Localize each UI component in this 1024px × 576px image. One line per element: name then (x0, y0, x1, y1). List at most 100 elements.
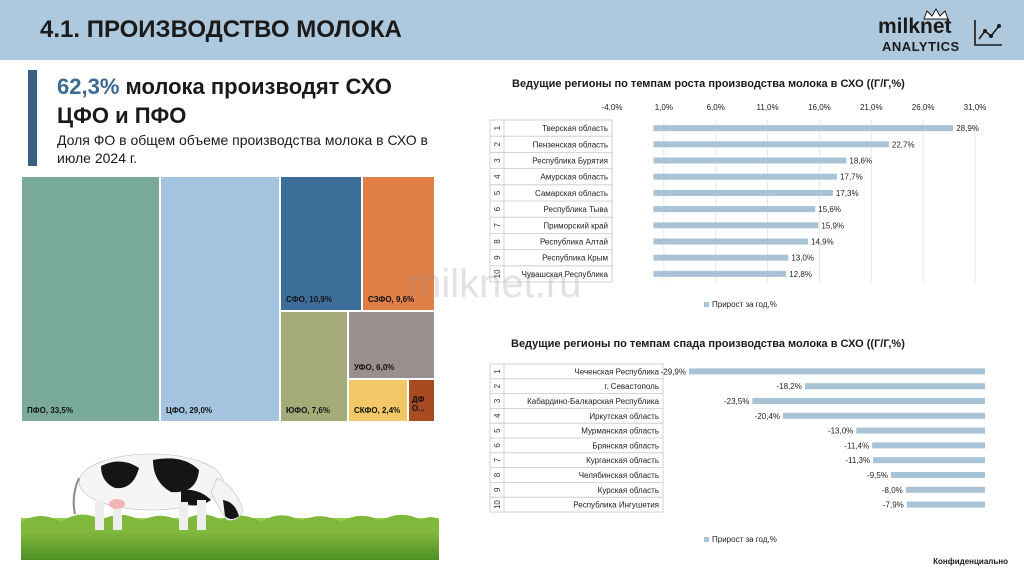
category-label: Курганская область (586, 456, 659, 465)
decline-bar-chart: 1 Чеченская Республика -29,9% 2 г. Севастопо… (489, 363, 985, 544)
treemap-label: ПФО, 33,5% (27, 406, 73, 415)
rank-label: 7 (493, 457, 502, 462)
bar (752, 398, 985, 404)
data-label: -18,2% (776, 382, 801, 391)
category-label: Республика Тыва (544, 205, 609, 214)
treemap-chart: ПФО, 33,5% ЦФО, 29,0% СФО, 10,9% СЗФО, 9… (21, 176, 435, 422)
x-tick-label: 26,0% (912, 103, 935, 112)
bar (653, 222, 819, 229)
data-label: -11,4% (844, 441, 869, 450)
x-tick-label: 31,0% (964, 103, 987, 112)
bar (653, 238, 809, 245)
bar (890, 472, 985, 478)
bar (653, 254, 789, 261)
chart-line-icon (974, 20, 1002, 46)
category-label: Мурманская область (581, 427, 659, 436)
treemap-cell-skfo: СКФО, 2,4% (348, 379, 408, 422)
logo-sub: ANALYTICS (882, 39, 960, 54)
data-label: -13,0% (828, 427, 853, 436)
category-label: Курская область (598, 486, 659, 495)
data-label: 14,9% (811, 238, 834, 247)
crown-icon (923, 8, 949, 20)
category-label: Приморский край (543, 221, 608, 230)
data-label: 17,3% (836, 189, 859, 198)
rank-label: 10 (493, 500, 502, 509)
rank-label: 5 (493, 428, 502, 433)
bar (653, 173, 838, 180)
bar (872, 442, 985, 449)
treemap-cell-szfo: СЗФО, 9,6% (362, 176, 435, 311)
page-title: 4.1. ПРОИЗВОДСТВО МОЛОКА (40, 16, 402, 43)
legend-swatch (704, 537, 709, 542)
data-label: -7,9% (883, 501, 904, 510)
bar (653, 141, 889, 148)
category-label: Пензенская область (533, 140, 608, 149)
x-tick-label: 6,0% (707, 103, 725, 112)
bar (905, 486, 985, 493)
treemap-label: УФО, 6,0% (354, 363, 395, 372)
category-label: Челябинская область (579, 471, 659, 480)
treemap-cell-ufo: УФО, 6,0% (348, 311, 435, 379)
data-label: 28,9% (956, 124, 979, 133)
category-label: Республика Крым (542, 254, 608, 263)
data-label: -20,4% (755, 412, 780, 421)
growth-bar-chart: -4,0% 1,0% 6,0% 11,0% 16,0% 21,0% 26,0% 31,0% 1 Т… (489, 103, 987, 309)
data-label: 22,7% (892, 140, 915, 149)
bar (873, 457, 985, 464)
rank-label: 6 (493, 206, 502, 211)
x-tick-label: -4,0% (602, 103, 623, 112)
data-label: 15,9% (821, 221, 844, 230)
headline-accent-bar (28, 70, 37, 166)
bar (688, 368, 985, 375)
x-tick-label: 21,0% (860, 103, 883, 112)
rank-label: 5 (493, 190, 502, 195)
rank-label: 3 (493, 398, 502, 403)
headline-text: молока производят СХО ЦФО и ПФО (57, 74, 392, 128)
rank-label: 1 (493, 125, 502, 130)
data-label: -11,3% (845, 456, 870, 465)
bar (653, 157, 847, 164)
legend-swatch (704, 302, 709, 307)
milknet-logo: milknet ANALYTICS (878, 8, 1008, 58)
category-label: Республика Алтай (540, 238, 608, 247)
treemap-label: СФО, 10,9% (286, 295, 332, 304)
rank-label: 7 (493, 223, 502, 228)
bar (783, 412, 985, 419)
data-label: 15,6% (818, 205, 841, 214)
rank-label: 8 (493, 472, 502, 477)
category-label: Иркутская область (589, 412, 659, 421)
bar (653, 206, 816, 213)
treemap-cell-dfo: ДФ О... (408, 379, 435, 422)
bar (804, 383, 985, 390)
treemap-caption: Доля ФО в общем объеме производства моло… (57, 132, 428, 166)
treemap-label: ЦФО, 29,0% (166, 406, 213, 415)
category-label: Чеченская Республика (574, 367, 659, 376)
category-label: Республика Ингушетия (573, 501, 659, 510)
category-label: Кабардино-Балкарская Республика (527, 397, 659, 406)
x-tick-label: 1,0% (655, 103, 673, 112)
headline: 62,3% молока производят СХО ЦФО и ПФО (57, 72, 437, 130)
rank-label: 4 (493, 174, 502, 179)
category-label: Тверская область (542, 124, 608, 133)
rank-label: 2 (493, 383, 502, 388)
data-label: -9,5% (867, 471, 888, 480)
data-label: 12,8% (789, 270, 812, 279)
treemap-cell-pfo: ПФО, 33,5% (21, 176, 160, 422)
bar (653, 189, 833, 196)
data-label: -29,9% (661, 367, 686, 376)
rank-label: 6 (493, 443, 502, 448)
treemap-label: СЗФО, 9,6% (368, 295, 415, 304)
bar (653, 270, 787, 277)
rank-label: 8 (493, 239, 502, 244)
watermark: milknet.ru (408, 262, 582, 306)
category-label: Чувашская Республика (522, 270, 609, 279)
bar (856, 427, 985, 434)
treemap-label: ЮФО, 7,6% (286, 406, 330, 415)
treemap-cell-sfo: СФО, 10,9% (280, 176, 362, 311)
logo-name: milknet (878, 15, 952, 38)
treemap-label: ДФ О... (412, 395, 425, 413)
confidential-label: Конфиденциально (933, 557, 1008, 566)
bar (906, 501, 985, 508)
decline-chart-title: Ведущие регионы по темпам спада производ… (511, 338, 905, 350)
x-tick-label: 16,0% (808, 103, 831, 112)
